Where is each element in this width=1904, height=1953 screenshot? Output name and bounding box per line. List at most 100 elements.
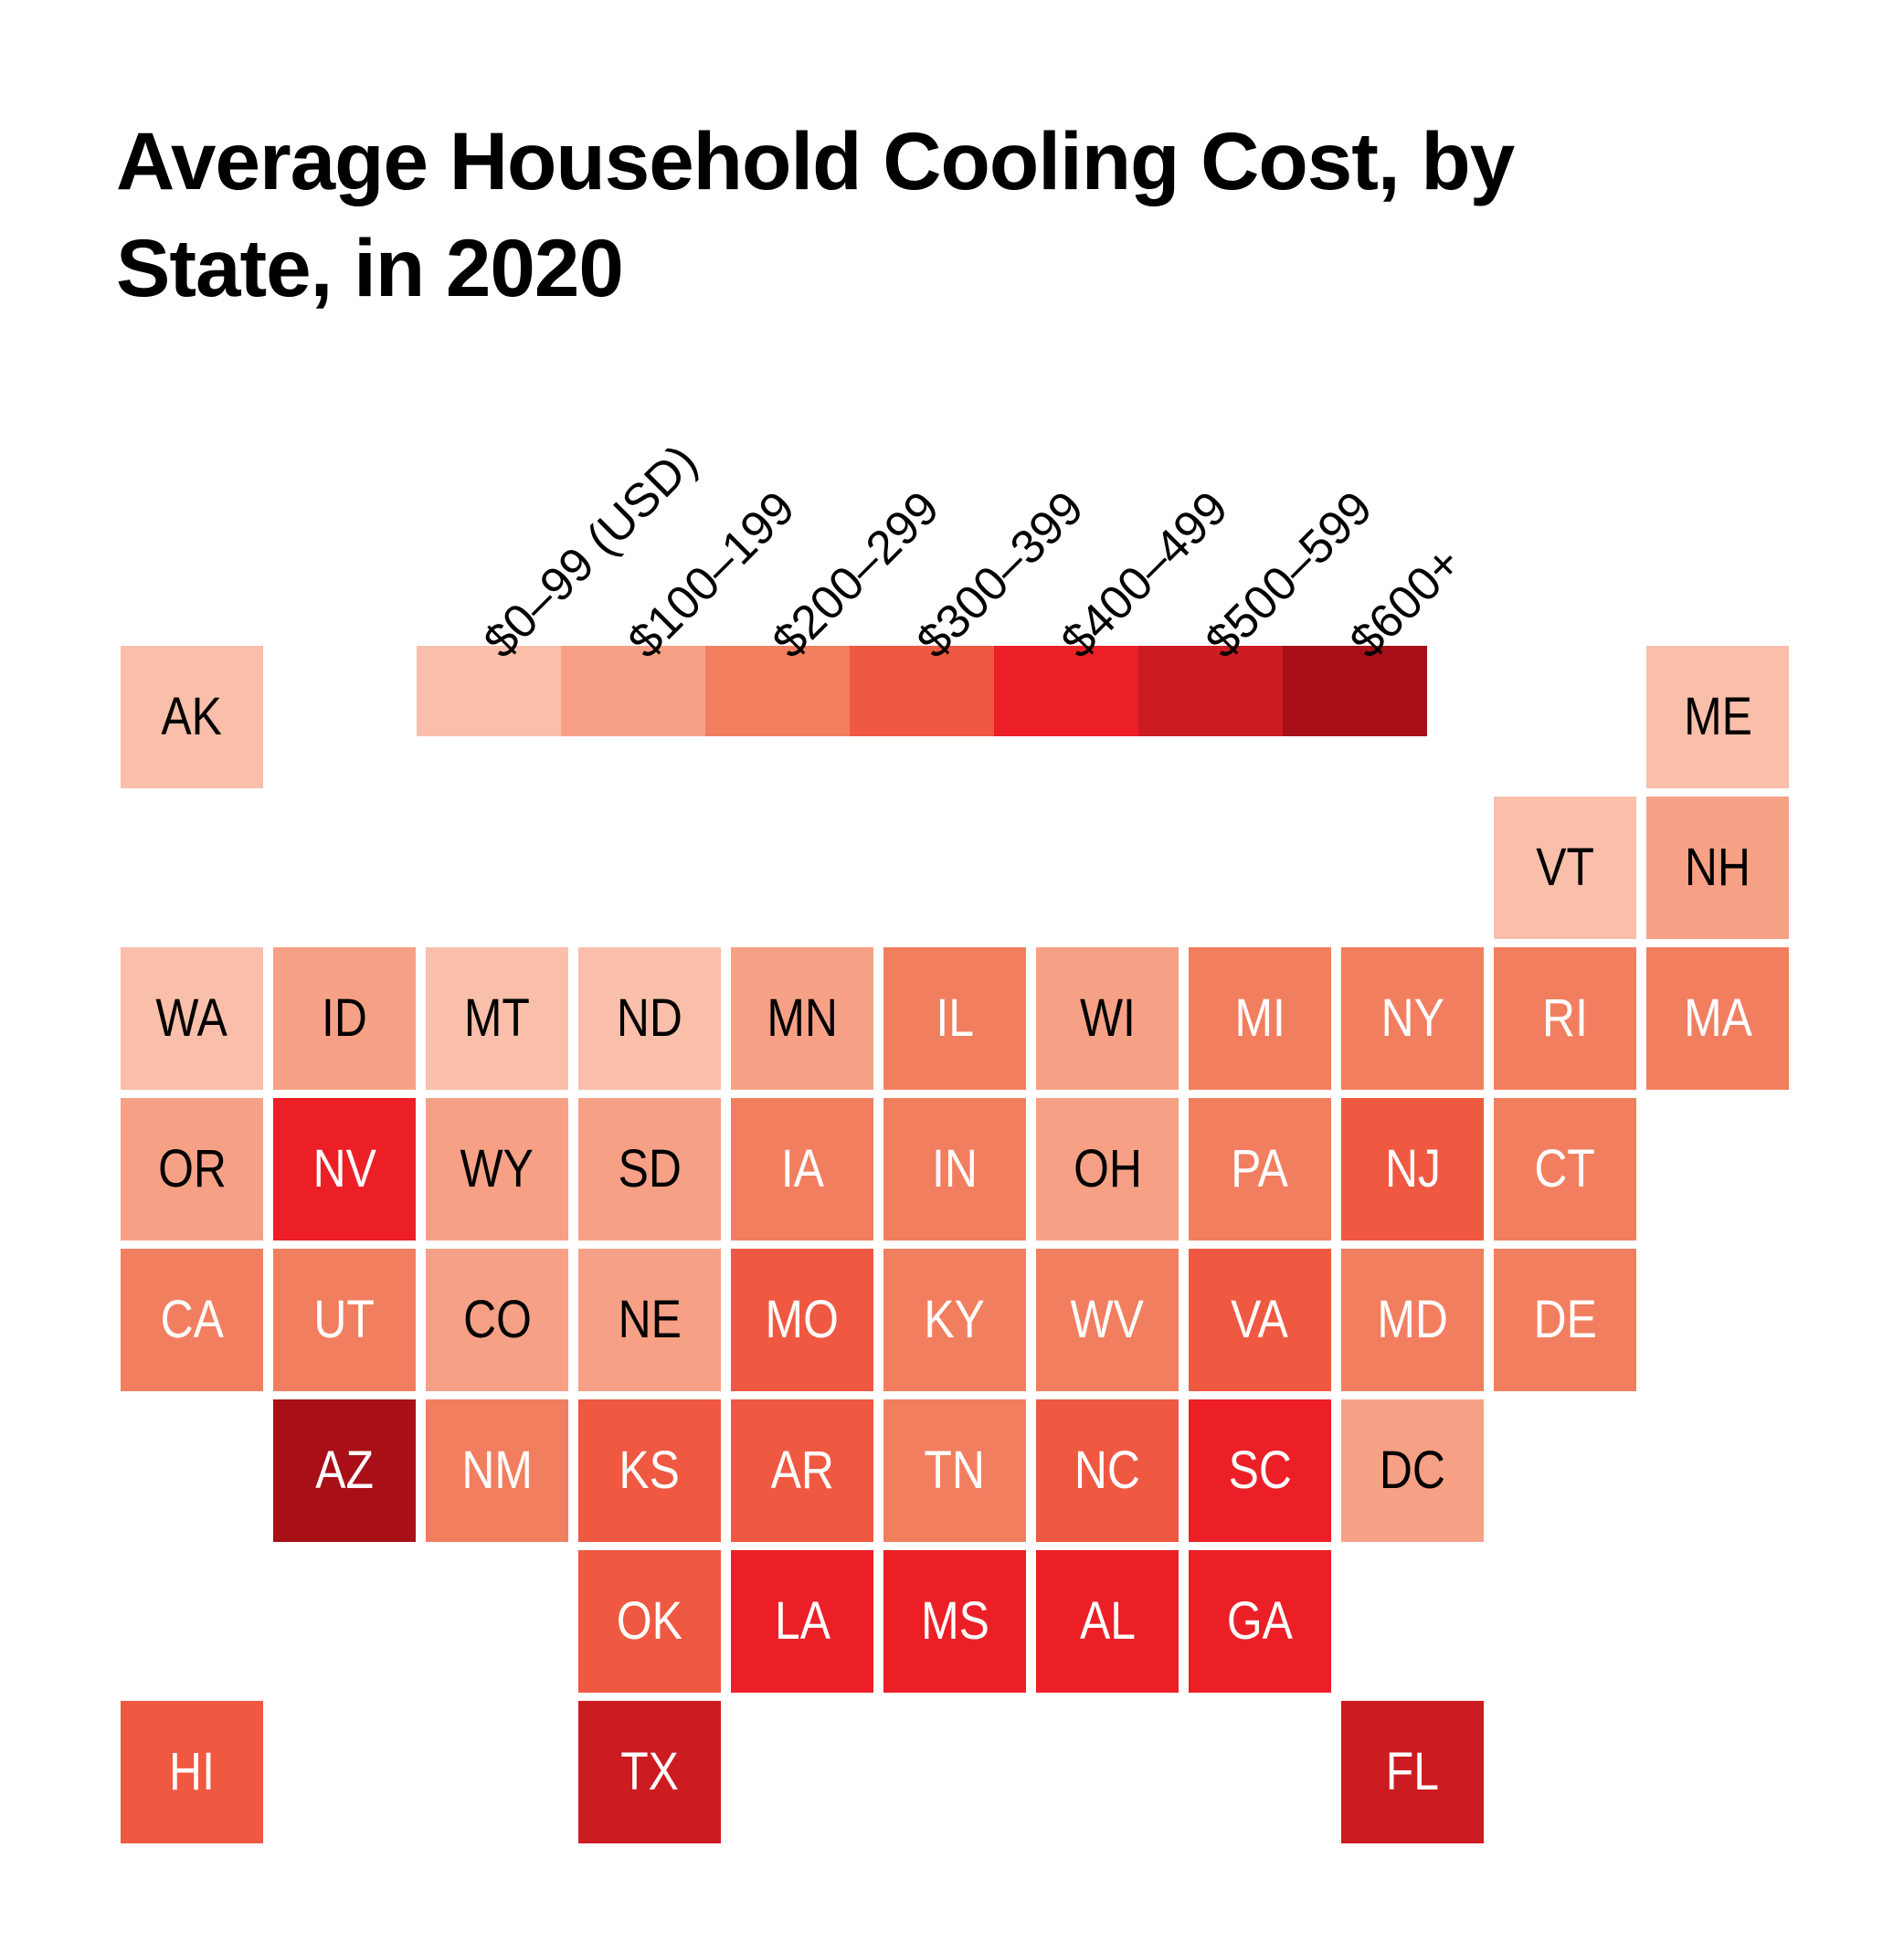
state-label: HI <box>169 1742 215 1801</box>
state-tile-wy: WY <box>426 1098 568 1240</box>
state-label: VT <box>1536 838 1594 897</box>
state-tile-ne: NE <box>578 1249 721 1391</box>
state-label: WY <box>460 1139 534 1198</box>
state-label: CA <box>160 1290 224 1349</box>
state-label: OK <box>616 1591 683 1651</box>
legend-swatch <box>1138 646 1283 736</box>
state-label: SD <box>618 1139 682 1198</box>
legend-swatch <box>850 646 994 736</box>
state-tile-de: DE <box>1494 1249 1636 1391</box>
state-label: OH <box>1073 1139 1142 1198</box>
state-tile-wi: WI <box>1036 947 1179 1090</box>
state-tile-md: MD <box>1341 1249 1484 1391</box>
state-label: AR <box>770 1441 834 1500</box>
state-label: RI <box>1542 988 1588 1048</box>
state-label: TX <box>620 1742 679 1801</box>
state-tile-il: IL <box>883 947 1026 1090</box>
state-tile-vt: VT <box>1494 797 1636 939</box>
state-label: ME <box>1683 687 1752 746</box>
state-tile-nj: NJ <box>1341 1098 1484 1240</box>
state-label: CT <box>1534 1139 1596 1198</box>
state-label: WV <box>1070 1290 1145 1349</box>
legend-swatch <box>1283 646 1427 736</box>
state-label: NJ <box>1384 1139 1441 1198</box>
state-label: CO <box>462 1290 532 1349</box>
state-tile-ak: AK <box>121 646 263 788</box>
state-label: WI <box>1079 988 1136 1048</box>
state-label: FL <box>1385 1742 1440 1801</box>
state-label: GA <box>1226 1591 1294 1651</box>
state-tile-hi: HI <box>121 1701 263 1843</box>
state-label: WA <box>155 988 228 1048</box>
state-tile-ms: MS <box>883 1550 1026 1693</box>
state-label: NE <box>618 1290 682 1349</box>
state-tile-sd: SD <box>578 1098 721 1240</box>
state-tile-or: OR <box>121 1098 263 1240</box>
state-tile-ia: IA <box>731 1098 873 1240</box>
state-tile-ga: GA <box>1189 1550 1331 1693</box>
state-tile-dc: DC <box>1341 1399 1484 1542</box>
state-tile-tn: TN <box>883 1399 1026 1542</box>
state-tile-ma: MA <box>1646 947 1789 1090</box>
state-label: DE <box>1533 1290 1597 1349</box>
state-label: MI <box>1234 988 1285 1048</box>
state-tile-sc: SC <box>1189 1399 1331 1542</box>
state-tile-al: AL <box>1036 1550 1179 1693</box>
state-tile-ar: AR <box>731 1399 873 1542</box>
state-tile-nh: NH <box>1646 797 1789 939</box>
state-tile-mt: MT <box>426 947 568 1090</box>
state-label: NY <box>1380 988 1444 1048</box>
state-label: KS <box>619 1441 681 1500</box>
state-tile-nv: NV <box>273 1098 416 1240</box>
state-label: NM <box>461 1441 533 1500</box>
state-tile-ri: RI <box>1494 947 1636 1090</box>
state-tile-la: LA <box>731 1550 873 1693</box>
state-label: MD <box>1377 1290 1448 1349</box>
state-label: AL <box>1079 1591 1136 1651</box>
state-label: AZ <box>315 1441 374 1500</box>
state-label: IA <box>780 1139 824 1198</box>
state-label: PA <box>1231 1139 1289 1198</box>
state-tile-nc: NC <box>1036 1399 1179 1542</box>
state-label: IL <box>936 988 974 1048</box>
state-label: NH <box>1684 838 1751 897</box>
state-tile-ct: CT <box>1494 1098 1636 1240</box>
state-label: MS <box>920 1591 989 1651</box>
state-label: OR <box>157 1139 227 1198</box>
state-label: MA <box>1683 988 1752 1048</box>
state-tile-ky: KY <box>883 1249 1026 1391</box>
state-tile-id: ID <box>273 947 416 1090</box>
state-tile-nm: NM <box>426 1399 568 1542</box>
state-label: ND <box>616 988 683 1048</box>
state-tile-ca: CA <box>121 1249 263 1391</box>
state-tile-wa: WA <box>121 947 263 1090</box>
legend-swatch <box>994 646 1138 736</box>
state-label: MN <box>767 988 838 1048</box>
state-label: NC <box>1074 1441 1141 1500</box>
state-tile-oh: OH <box>1036 1098 1179 1240</box>
state-tile-wv: WV <box>1036 1249 1179 1391</box>
state-label: NV <box>312 1139 376 1198</box>
state-label: LA <box>774 1591 830 1651</box>
state-label: KY <box>924 1290 986 1349</box>
state-tile-mi: MI <box>1189 947 1331 1090</box>
state-tile-co: CO <box>426 1249 568 1391</box>
state-tile-fl: FL <box>1341 1701 1484 1843</box>
state-tile-mn: MN <box>731 947 873 1090</box>
state-label: UT <box>313 1290 376 1349</box>
legend-swatch <box>705 646 850 736</box>
state-tile-az: AZ <box>273 1399 416 1542</box>
state-tile-va: VA <box>1189 1249 1331 1391</box>
state-label: AK <box>161 687 223 746</box>
state-label: ID <box>322 988 367 1048</box>
state-tile-in: IN <box>883 1098 1026 1240</box>
chart-title: Average Household Cooling Cost, by State… <box>116 115 1515 313</box>
legend-swatch <box>561 646 705 736</box>
state-tile-ut: UT <box>273 1249 416 1391</box>
state-label: MO <box>765 1290 840 1349</box>
state-label: SC <box>1228 1441 1292 1500</box>
legend-swatch <box>417 646 561 736</box>
state-label: VA <box>1231 1290 1289 1349</box>
state-label: IN <box>932 1139 978 1198</box>
state-tile-tx: TX <box>578 1701 721 1843</box>
